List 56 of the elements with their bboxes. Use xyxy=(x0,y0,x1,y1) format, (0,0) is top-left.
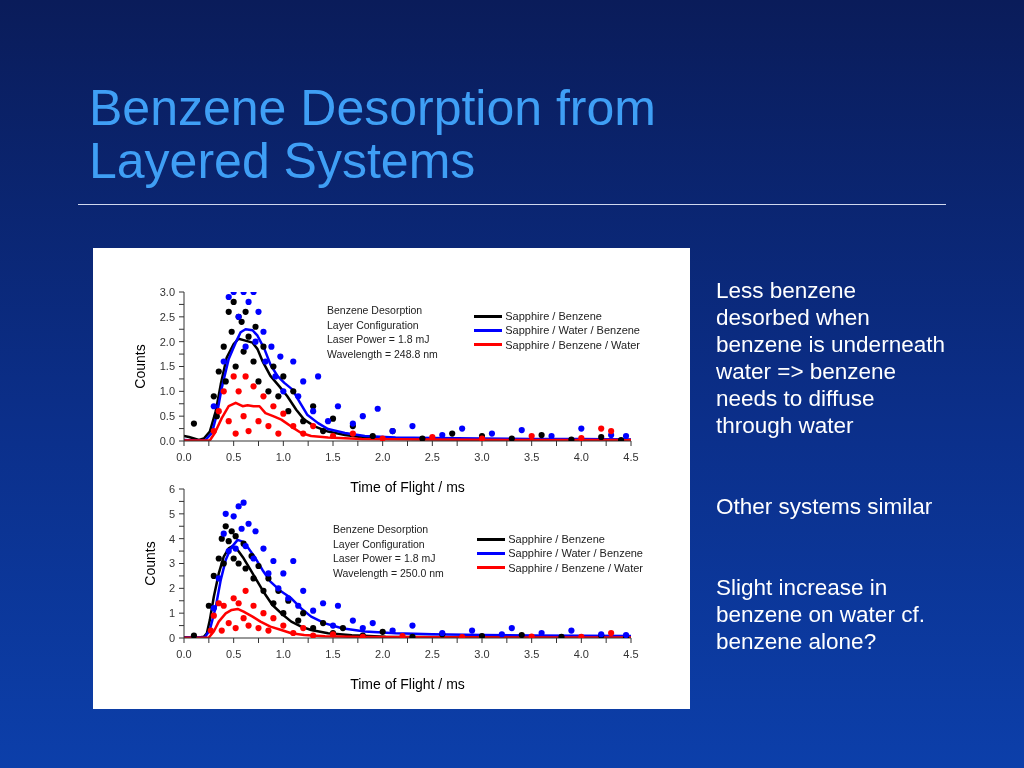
y-tick-label: 2 xyxy=(168,582,175,595)
legend-label: Sapphire / Benzene / Water xyxy=(505,337,640,352)
x-tick-label: 0.0 xyxy=(176,450,192,463)
y-tick-label: 3 xyxy=(168,557,175,570)
chart-title: Benzene Desorption from Layered Systems xyxy=(89,80,657,189)
x-axis-title: Time of Flight / ms xyxy=(350,676,465,692)
annotation: Wavelength = 250.0 nm xyxy=(333,565,444,580)
x-tick-label: 4.5 xyxy=(623,647,639,660)
legend-label: Sapphire / Water / Benzene xyxy=(505,323,640,338)
x-axis-title: Time of Flight / ms xyxy=(350,479,465,495)
y-tick-label: 2.0 xyxy=(159,335,175,348)
y-tick-label: 1.0 xyxy=(159,385,175,398)
x-tick-label: 3.5 xyxy=(524,647,540,660)
y-tick-label: 1 xyxy=(168,607,175,620)
x-tick-label: 0.5 xyxy=(226,647,242,660)
text: Less benzene desorbed when benzene is underneath water => benzene needs to diffuse through water xyxy=(716,277,946,439)
annotation: Layer Configuration xyxy=(327,317,420,332)
y-tick-label: 6 xyxy=(168,482,175,495)
annotation: Layer Configuration xyxy=(333,536,426,551)
y-tick-label: 2.5 xyxy=(159,310,175,323)
y-tick-label: 4 xyxy=(168,532,175,545)
x-tick-label: 4.0 xyxy=(573,647,589,660)
annotation: Wavelength = 248.8 nm xyxy=(327,346,438,361)
x-tick-label: 2.5 xyxy=(424,647,440,660)
legend-label: Sapphire / Benzene xyxy=(505,309,602,324)
annotation: Benzene Desorption xyxy=(333,522,430,537)
annotation: Benzene Desorption xyxy=(327,303,424,318)
y-axis-title: Counts xyxy=(131,344,148,389)
y-tick-label: 0.5 xyxy=(159,410,175,423)
x-tick-label: 4.0 xyxy=(573,450,589,463)
text: Slight increase in benzene on water cf. benzene alone? xyxy=(716,574,926,655)
x-tick-label: 2.0 xyxy=(375,450,391,463)
x-tick-label: 2.0 xyxy=(375,647,391,660)
y-tick-label: 3.0 xyxy=(159,285,175,298)
x-tick-label: 2.5 xyxy=(424,450,440,463)
x-tick-label: 4.5 xyxy=(623,450,639,463)
x-tick-label: 0.5 xyxy=(226,450,242,463)
text: Other systems similar xyxy=(716,493,934,520)
x-tick-label: 0.0 xyxy=(176,647,192,660)
x-tick-label: 1.5 xyxy=(325,450,341,463)
x-tick-label: 1.5 xyxy=(325,647,341,660)
x-tick-label: 3.0 xyxy=(474,450,490,463)
legend-label: Sapphire / Water / Benzene xyxy=(508,546,643,561)
legend-label: Sapphire / Benzene xyxy=(508,532,605,547)
legend-label: Sapphire / Benzene / Water xyxy=(508,560,643,575)
x-tick-label: 1.0 xyxy=(275,450,291,463)
x-tick-label: 3.5 xyxy=(524,450,540,463)
annotation: Laser Power = 1.8 mJ xyxy=(333,551,437,566)
x-tick-label: 3.0 xyxy=(474,647,490,660)
y-tick-label: 0.0 xyxy=(159,434,175,447)
x-tick-label: 1.0 xyxy=(275,647,291,660)
y-tick-label: 1.5 xyxy=(159,360,175,373)
y-tick-label: 5 xyxy=(168,507,175,520)
y-axis-title: Counts xyxy=(141,541,158,586)
annotation: Laser Power = 1.8 mJ xyxy=(327,332,431,347)
y-tick-label: 0 xyxy=(168,631,175,644)
